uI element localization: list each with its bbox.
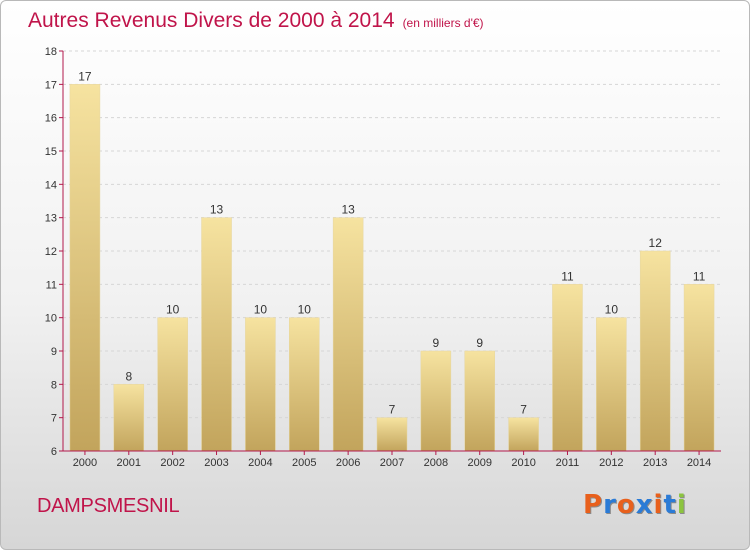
bar xyxy=(245,317,276,452)
bar xyxy=(683,284,715,452)
logo-letter: P xyxy=(583,490,604,520)
bar xyxy=(508,417,539,452)
data-label: 7 xyxy=(389,403,396,417)
data-label: 12 xyxy=(649,236,663,250)
bar xyxy=(420,350,452,452)
data-label: 11 xyxy=(693,269,706,283)
bar xyxy=(289,317,320,452)
x-tick-label: 2012 xyxy=(599,457,623,469)
place-name: DAMPSMESNIL xyxy=(37,495,180,517)
y-tick-label: 10 xyxy=(45,313,57,325)
y-tick-label: 8 xyxy=(51,379,57,391)
bar xyxy=(376,417,408,452)
bars: 17 8 10 13 10 10 13 7 9 9 7 11 10 12 11 xyxy=(69,69,715,452)
x-tick-label: 2013 xyxy=(643,457,667,469)
x-tick-label: 2000 xyxy=(73,457,97,469)
data-label: 9 xyxy=(433,336,440,350)
x-tick-label: 2011 xyxy=(556,457,580,469)
x-tick-label: 2005 xyxy=(292,457,316,469)
x-tick-label: 2004 xyxy=(248,457,272,469)
axes: 6 7 8 9 10 11 12 13 14 15 16 17 18 2000 2001 2002 2003 20… xyxy=(45,46,721,469)
y-tick-label: 18 xyxy=(45,46,57,58)
data-label: 10 xyxy=(254,303,268,317)
bar xyxy=(464,350,495,452)
data-label: 17 xyxy=(78,69,92,83)
y-tick-label: 6 xyxy=(51,446,57,458)
y-tick-label: 15 xyxy=(45,146,57,158)
data-label: 7 xyxy=(520,403,527,417)
y-tick-label: 7 xyxy=(51,413,57,425)
bar xyxy=(69,84,101,452)
bar xyxy=(552,284,583,452)
bar xyxy=(596,317,627,452)
bar xyxy=(332,217,364,452)
data-label: 10 xyxy=(298,303,312,317)
y-tick-label: 12 xyxy=(45,246,57,258)
y-tick-label: 13 xyxy=(45,213,57,225)
bar xyxy=(113,384,145,452)
x-tick-label: 2001 xyxy=(117,457,141,469)
x-tick-label: 2007 xyxy=(380,457,404,469)
chart-title: Autres Revenus Divers de 2000 à 2014 (en … xyxy=(28,9,484,33)
proxiti-logo[interactable]: Proxiti xyxy=(583,490,687,520)
y-tick-label: 9 xyxy=(51,346,57,358)
x-tick-label: 2010 xyxy=(511,457,535,469)
data-label: 13 xyxy=(341,203,355,217)
y-tick-label: 11 xyxy=(46,279,57,291)
chart-unit-note: (en milliers d'€) xyxy=(402,16,484,30)
logo-letter: r xyxy=(603,490,617,520)
logo-letter: x xyxy=(635,490,654,520)
data-label: 13 xyxy=(210,203,224,217)
x-tick-label: 2003 xyxy=(204,457,228,469)
y-tick-label: 16 xyxy=(45,113,57,125)
logo-letter: i xyxy=(676,490,687,520)
bar xyxy=(157,317,188,452)
x-tick-label: 2002 xyxy=(160,457,184,469)
bar xyxy=(639,250,671,452)
y-tick-label: 17 xyxy=(45,79,57,91)
logo-letter: o xyxy=(616,490,636,520)
data-label: 8 xyxy=(125,369,132,383)
logo-letter: t xyxy=(663,490,677,520)
bar xyxy=(201,217,232,452)
x-tick-label: 2006 xyxy=(336,457,360,469)
x-tick-label: 2009 xyxy=(467,457,491,469)
data-label: 10 xyxy=(166,303,180,317)
x-tick-label: 2014 xyxy=(687,457,711,469)
data-label: 10 xyxy=(605,303,619,317)
chart-title-text: Autres Revenus Divers de 2000 à 2014 xyxy=(28,9,395,32)
y-tick-label: 14 xyxy=(45,179,57,191)
logo-letter: i xyxy=(653,490,664,520)
data-label: 9 xyxy=(476,336,483,350)
x-tick-label: 2008 xyxy=(424,457,448,469)
data-label: 11 xyxy=(561,269,574,283)
